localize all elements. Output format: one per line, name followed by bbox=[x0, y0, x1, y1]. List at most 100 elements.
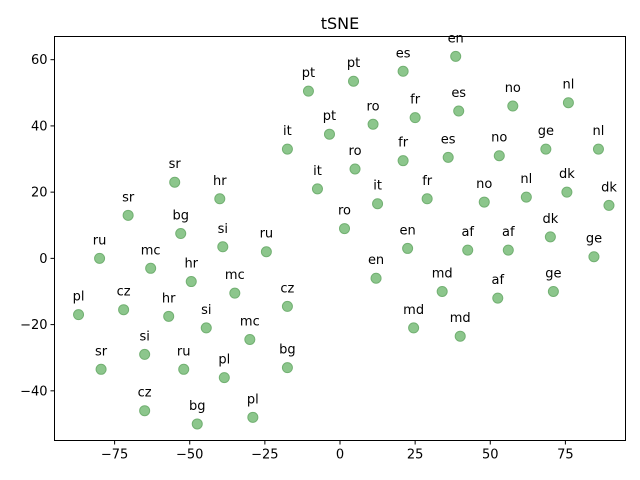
point-label-no-13: no bbox=[491, 131, 507, 146]
point-no-5 bbox=[507, 100, 519, 112]
point-label-nl-4: nl bbox=[562, 78, 574, 93]
point-pt-2 bbox=[348, 75, 360, 87]
point-label-no-23: no bbox=[476, 177, 492, 192]
y-tick-label: −40 bbox=[20, 384, 47, 399]
point-hr-21 bbox=[214, 193, 226, 205]
point-label-ro-27: ro bbox=[338, 204, 351, 219]
point-dk-19 bbox=[561, 186, 573, 198]
point-md-40 bbox=[436, 285, 448, 297]
point-label-bg-28: bg bbox=[172, 209, 189, 224]
point-es-1 bbox=[397, 65, 409, 77]
point-label-it-24: it bbox=[373, 179, 382, 194]
point-label-ro-16: ro bbox=[349, 144, 362, 159]
labels-layer: en es pt pt nl no es fr ro pt ge nl it no es fr ro sr it dk… bbox=[73, 31, 618, 414]
point-label-af-43: af bbox=[492, 273, 505, 288]
point-label-dk-19: dk bbox=[559, 167, 575, 182]
point-nl-4 bbox=[562, 97, 574, 109]
point-label-sr-55: sr bbox=[95, 344, 108, 359]
point-label-md-50: md bbox=[450, 311, 471, 326]
point-label-si-30: si bbox=[218, 222, 228, 237]
point-label-it-18: it bbox=[313, 164, 322, 179]
x-tick-label: 0 bbox=[336, 448, 344, 463]
point-label-ru-54: ru bbox=[177, 344, 191, 359]
point-label-pl-46: pl bbox=[73, 290, 85, 305]
point-label-pt-9: pt bbox=[323, 109, 336, 124]
point-no-23 bbox=[478, 196, 490, 208]
point-sr-17 bbox=[169, 176, 181, 188]
point-label-hr-21: hr bbox=[213, 174, 227, 189]
point-label-it-12: it bbox=[283, 124, 292, 139]
point-label-pt-2: pt bbox=[347, 56, 360, 71]
point-fr-15 bbox=[397, 155, 409, 167]
point-label-es-1: es bbox=[396, 46, 411, 61]
x-tick-label: −75 bbox=[101, 448, 128, 463]
point-en-0 bbox=[450, 50, 462, 62]
point-label-mc-51: mc bbox=[240, 315, 260, 330]
point-label-pl-56: pl bbox=[218, 353, 230, 368]
point-label-ru-36: ru bbox=[93, 233, 107, 248]
point-ru-54 bbox=[178, 363, 190, 375]
point-it-24 bbox=[372, 198, 384, 210]
point-bg-59 bbox=[191, 418, 203, 430]
point-af-43 bbox=[492, 292, 504, 304]
point-si-49 bbox=[200, 322, 212, 334]
point-ru-34 bbox=[260, 246, 272, 258]
point-mc-51 bbox=[244, 334, 256, 345]
point-label-es-14: es bbox=[441, 132, 456, 147]
point-label-mc-37: mc bbox=[141, 243, 161, 258]
point-label-bg-53: bg bbox=[279, 343, 296, 358]
x-tick-label: 50 bbox=[482, 448, 499, 463]
point-label-af-32: af bbox=[461, 225, 474, 240]
point-fr-22 bbox=[421, 193, 433, 205]
point-dk-29 bbox=[544, 231, 556, 243]
point-ge-35 bbox=[588, 251, 600, 263]
point-ro-16 bbox=[349, 163, 361, 175]
y-tick-label: 20 bbox=[31, 186, 48, 201]
point-label-hr-47: hr bbox=[162, 291, 176, 306]
point-nl-11 bbox=[592, 143, 604, 155]
point-label-cz-57: cz bbox=[138, 386, 152, 401]
point-label-nl-11: nl bbox=[593, 124, 605, 139]
point-label-si-52: si bbox=[139, 329, 149, 344]
point-it-12 bbox=[281, 143, 293, 155]
y-tick-label: −20 bbox=[20, 318, 47, 333]
point-label-hr-39: hr bbox=[184, 257, 198, 272]
point-label-ge-41: ge bbox=[545, 266, 561, 281]
point-es-6 bbox=[453, 105, 465, 117]
point-ge-41 bbox=[547, 285, 559, 297]
point-mc-42 bbox=[229, 287, 241, 299]
point-ro-27 bbox=[339, 223, 351, 235]
y-tick-label: 0 bbox=[39, 252, 47, 267]
point-label-ro-8: ro bbox=[367, 99, 380, 114]
point-label-dk-25: dk bbox=[601, 180, 617, 195]
point-label-md-40: md bbox=[432, 266, 453, 281]
points-layer bbox=[73, 50, 615, 430]
point-en-38 bbox=[370, 272, 382, 284]
point-ro-8 bbox=[367, 118, 379, 130]
y-tick-label: 40 bbox=[31, 119, 48, 134]
point-fr-7 bbox=[409, 112, 421, 124]
point-pl-46 bbox=[73, 309, 85, 321]
point-label-ge-35: ge bbox=[586, 232, 602, 247]
point-label-en-31: en bbox=[399, 223, 415, 238]
point-label-sr-17: sr bbox=[169, 157, 182, 172]
point-si-52 bbox=[139, 348, 151, 360]
point-label-dk-29: dk bbox=[542, 212, 558, 227]
point-sr-55 bbox=[95, 363, 107, 375]
point-dk-25 bbox=[603, 199, 615, 211]
point-label-ge-10: ge bbox=[538, 124, 554, 139]
point-cz-57 bbox=[139, 405, 151, 417]
point-label-mc-42: mc bbox=[225, 268, 245, 283]
x-tick-label: 25 bbox=[407, 448, 424, 463]
x-axis: −75 −50 −25 0 25 50 75 bbox=[101, 440, 574, 463]
point-mc-37 bbox=[145, 262, 157, 274]
point-label-ru-34: ru bbox=[260, 227, 274, 242]
y-axis: −40 −20 0 20 40 60 bbox=[20, 53, 55, 399]
plot-area-frame bbox=[54, 36, 626, 441]
chart-title: tSNE bbox=[321, 14, 360, 33]
point-label-cz-44: cz bbox=[280, 281, 294, 296]
point-pl-58 bbox=[247, 411, 259, 423]
point-hr-39 bbox=[185, 276, 197, 288]
point-label-bg-59: bg bbox=[189, 399, 206, 414]
